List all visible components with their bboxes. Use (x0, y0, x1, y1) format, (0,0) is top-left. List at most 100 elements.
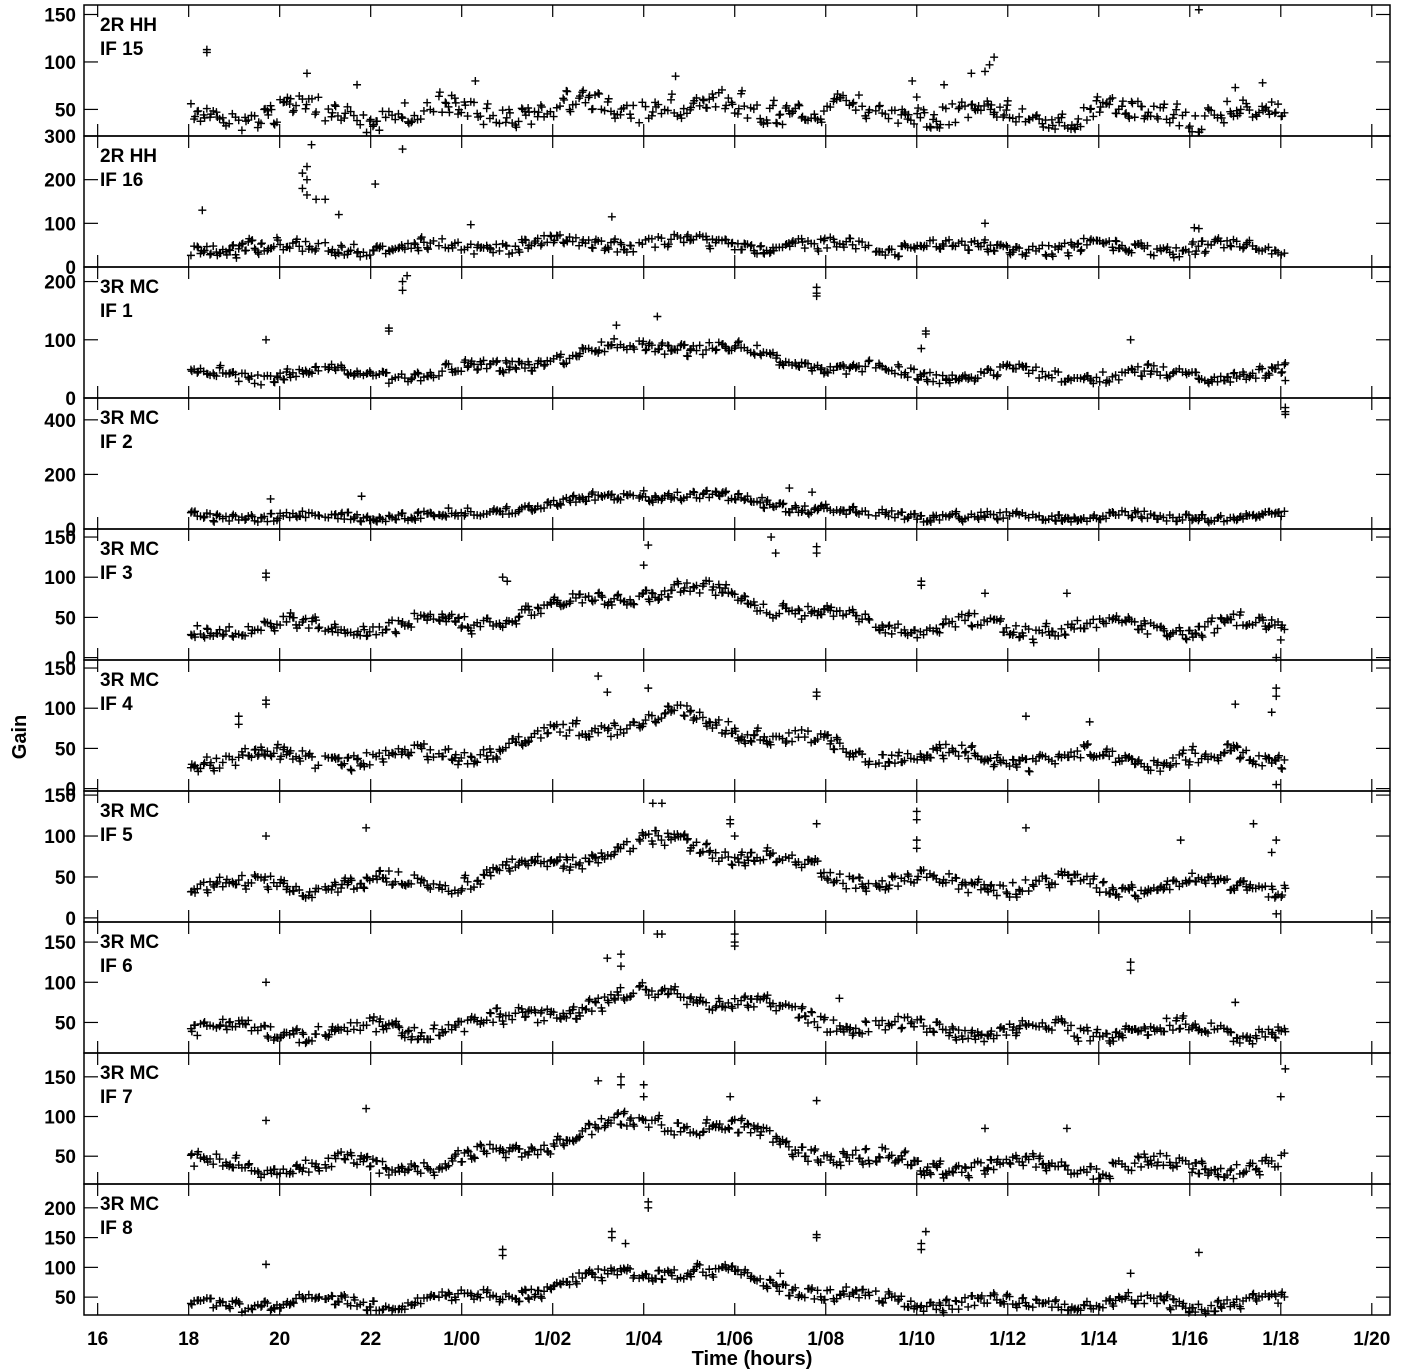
data-point (619, 1109, 628, 1118)
data-point (910, 119, 919, 128)
data-point (1071, 125, 1080, 134)
data-point (803, 359, 812, 368)
data-point (680, 712, 689, 721)
data-point (307, 94, 316, 103)
data-point (925, 122, 934, 131)
data-point (725, 1124, 734, 1133)
data-point (939, 242, 948, 251)
data-point (890, 759, 899, 768)
panel-title: 2R HH (100, 146, 157, 167)
data-point (1144, 360, 1153, 369)
data-point (578, 88, 587, 97)
data-point (1168, 114, 1177, 123)
data-point (312, 244, 321, 253)
y-tick-label: 0 (65, 389, 76, 410)
data-point (941, 740, 950, 749)
data-point (381, 113, 390, 122)
data-point (709, 93, 718, 102)
data-point (234, 720, 243, 729)
panel-frame (83, 659, 1391, 792)
data-point (301, 237, 310, 246)
data-point (314, 366, 323, 375)
data-point (871, 106, 880, 115)
data-point (1127, 248, 1136, 257)
data-point (912, 93, 921, 102)
data-point (312, 108, 321, 117)
data-point (1192, 247, 1201, 256)
data-point (200, 633, 209, 642)
data-point (530, 363, 539, 372)
data-point (584, 236, 593, 245)
data-point (900, 108, 909, 117)
y-tick-label: 100 (44, 973, 76, 994)
data-point (1015, 244, 1024, 253)
data-point (970, 609, 979, 618)
data-point (1118, 97, 1127, 106)
data-point (642, 345, 651, 354)
data-point (788, 737, 797, 746)
data-point (1207, 106, 1216, 115)
data-point (458, 884, 467, 893)
data-point (460, 1027, 469, 1036)
data-point (901, 1147, 910, 1156)
panel-title: 3R MC (100, 932, 159, 953)
data-point (1044, 123, 1053, 132)
data-point (253, 123, 262, 132)
data-point (333, 248, 342, 257)
data-point (429, 1024, 438, 1033)
data-point (1117, 102, 1126, 111)
data-point (1169, 253, 1178, 262)
data-point (917, 581, 926, 590)
data-point (616, 1072, 625, 1081)
data-point (1175, 121, 1184, 130)
data-point (347, 766, 356, 775)
data-point (1062, 589, 1071, 598)
data-point (1276, 1092, 1285, 1101)
data-point (1015, 112, 1024, 121)
data-point (212, 372, 221, 381)
data-point (986, 105, 995, 114)
data-point (794, 100, 803, 109)
data-point (798, 237, 807, 246)
data-point (936, 120, 945, 129)
y-tick-label: 150 (44, 933, 76, 954)
panel-subtitle: IF 16 (100, 170, 143, 191)
data-point (579, 86, 588, 95)
data-point (461, 356, 470, 365)
data-point (875, 101, 884, 110)
data-point (372, 1027, 381, 1036)
data-point (1280, 249, 1289, 258)
data-point (429, 236, 438, 245)
panel-subtitle: IF 2 (100, 432, 133, 453)
data-point (705, 95, 714, 104)
data-point (1079, 234, 1088, 243)
data-point (451, 98, 460, 107)
data-point (321, 238, 330, 247)
data-point (285, 100, 294, 109)
data-point (1232, 1160, 1241, 1169)
data-point (1143, 241, 1152, 250)
data-point (262, 573, 271, 582)
data-point (940, 80, 949, 89)
data-point (234, 116, 243, 125)
data-point (349, 371, 358, 380)
data-point (795, 101, 804, 110)
data-point (1277, 368, 1286, 377)
data-point (797, 1004, 806, 1013)
data-point (356, 252, 365, 261)
data-point (756, 242, 765, 251)
y-tick-label: 0 (65, 258, 76, 279)
data-point (536, 733, 545, 742)
data-point (1227, 242, 1236, 251)
data-point (945, 120, 954, 129)
data-point (776, 110, 785, 119)
data-point (445, 108, 454, 117)
data-point (508, 248, 517, 257)
data-point (1153, 112, 1162, 121)
data-point (1044, 241, 1053, 250)
data-point (1197, 1157, 1206, 1166)
data-point (922, 242, 931, 251)
data-point (1176, 836, 1185, 845)
data-point (276, 369, 285, 378)
data-point (854, 91, 863, 100)
